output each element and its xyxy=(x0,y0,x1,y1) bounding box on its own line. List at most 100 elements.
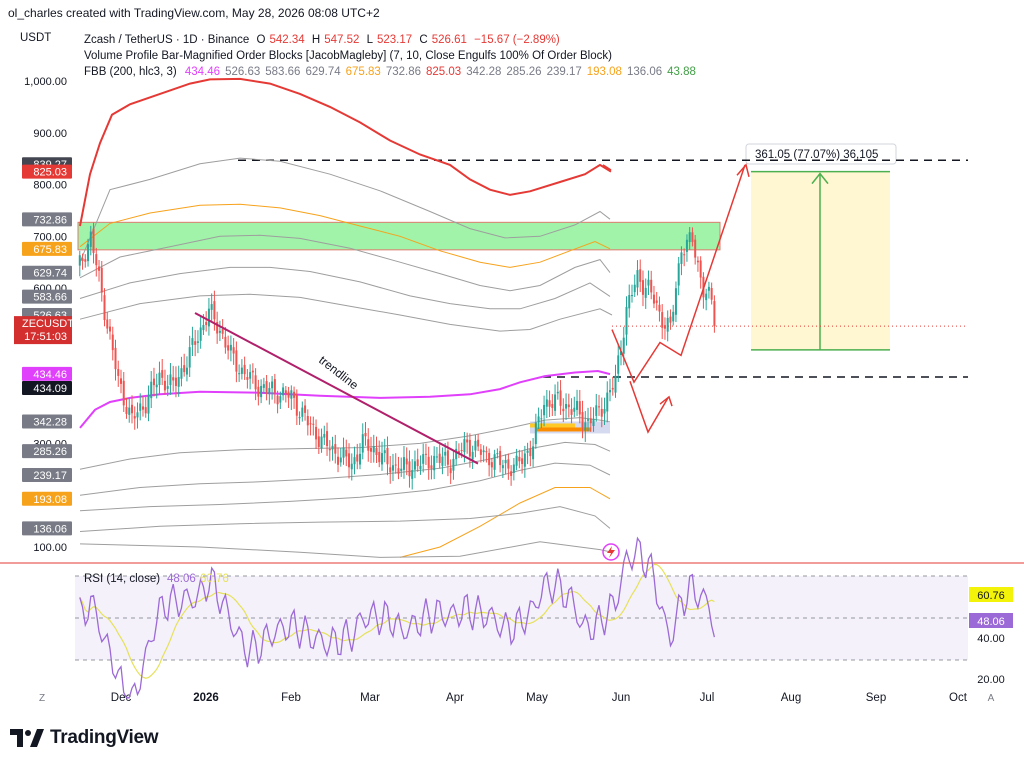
candle-body xyxy=(326,431,329,447)
candle-body xyxy=(397,468,400,474)
candle-body xyxy=(485,451,488,453)
candle-body xyxy=(196,341,199,343)
price-axis-label: 285.26 xyxy=(33,446,67,458)
candle-body xyxy=(356,454,359,462)
candle-body xyxy=(688,232,691,243)
projection-arrow-alt-head xyxy=(659,395,673,407)
candle-body xyxy=(155,384,158,388)
candle-body xyxy=(350,463,353,470)
candle-body xyxy=(413,461,416,470)
projection-arrow-head xyxy=(811,172,829,185)
currency-label: USDT xyxy=(20,32,52,44)
candle-body xyxy=(246,377,249,380)
candle-body xyxy=(641,280,644,295)
candle-body xyxy=(400,468,403,471)
candle-body xyxy=(710,288,713,300)
candle-body xyxy=(523,453,526,467)
candle-body xyxy=(348,453,351,468)
candle-body xyxy=(133,416,136,419)
candle-body xyxy=(460,450,463,452)
projection-path-up xyxy=(611,164,746,384)
candle-body xyxy=(309,423,312,425)
candle-body xyxy=(658,304,661,312)
y-tick-label: 100.00 xyxy=(33,542,67,554)
legend-indicator-fbb[interactable]: FBB (200, hlc3, 3) 434.46 526.63 583.66 629… xyxy=(84,66,696,78)
candle-body xyxy=(243,364,246,375)
legend-indicator-orderblocks[interactable]: Volume Profile Bar-Magnified Order Block… xyxy=(84,50,612,62)
fbb-value: 675.83 xyxy=(345,66,381,78)
change-value: −15.67 (−2.89%) xyxy=(474,34,560,46)
candle-body xyxy=(705,293,708,301)
candle-body xyxy=(317,436,320,447)
legend-symbol-row[interactable]: Zcash / TetherUS · 1D · Binance O 542.34 … xyxy=(84,34,560,46)
candle-body xyxy=(136,412,139,418)
candle-body xyxy=(174,377,177,386)
x-tick-label: Jul xyxy=(700,692,715,704)
candle-body xyxy=(180,368,183,379)
candle-body xyxy=(199,327,202,341)
symbol-tag-name: ZECUSDT xyxy=(22,318,74,330)
candle-body xyxy=(372,446,375,453)
price-axis-label: 136.06 xyxy=(33,523,67,535)
candle-body xyxy=(699,260,702,278)
candle-body xyxy=(235,350,238,372)
x-tick-label: Oct xyxy=(949,692,968,704)
candle-body xyxy=(554,394,557,411)
price-chart[interactable]: 1,000.00900.00800.00700.00600.00500.0030… xyxy=(0,10,1024,710)
candle-body xyxy=(229,344,232,351)
candle-body xyxy=(625,306,628,335)
candle-body xyxy=(298,417,301,419)
candle-body xyxy=(427,456,430,469)
candle-body xyxy=(232,347,235,354)
candle-body xyxy=(315,426,318,440)
candle-body xyxy=(339,457,342,463)
candle-body xyxy=(644,287,647,298)
tradingview-brand: TradingView xyxy=(50,727,159,748)
price-axis-label: 583.66 xyxy=(33,292,67,304)
candle-body xyxy=(240,367,243,374)
candle-body xyxy=(457,450,460,454)
fbb-value: 583.66 xyxy=(265,66,301,78)
candle-body xyxy=(567,404,570,408)
candle-body xyxy=(293,391,296,398)
price-axis-label: 193.08 xyxy=(33,494,67,506)
candle-body xyxy=(257,386,260,397)
candle-body xyxy=(284,390,287,395)
fbb-value: 732.86 xyxy=(385,66,422,78)
candle-body xyxy=(87,244,90,262)
candle-body xyxy=(100,267,103,293)
candle-body xyxy=(507,459,510,469)
candle-body xyxy=(463,439,466,453)
candle-body xyxy=(227,345,230,351)
candle-body xyxy=(438,453,441,464)
candle-body xyxy=(364,432,367,437)
candle-body xyxy=(114,347,117,370)
candle-body xyxy=(95,254,98,266)
x-tick-label: Mar xyxy=(360,692,380,704)
candle-body xyxy=(614,375,617,393)
rsi-value: 48.06 xyxy=(167,573,196,585)
fbb-value: 193.08 xyxy=(586,66,622,78)
fbb-upper-red xyxy=(79,77,612,227)
candle-body xyxy=(655,300,658,303)
price-axis-label: 732.86 xyxy=(33,214,67,226)
tradingview-footer: TradingView xyxy=(10,727,159,749)
candle-body xyxy=(581,412,584,428)
candle-body xyxy=(540,418,543,420)
candle-body xyxy=(694,239,697,258)
candle-body xyxy=(125,407,128,414)
x-tick-label: Sep xyxy=(866,692,886,704)
candle-body xyxy=(674,288,677,315)
rsi-axis-label: 20.00 xyxy=(977,674,1005,686)
fbb-value: 629.74 xyxy=(305,66,341,78)
rsi-axis-label: 40.00 xyxy=(977,633,1005,645)
fbb-value: 434.46 xyxy=(184,66,221,78)
price-axis-label: 434.46 xyxy=(33,369,67,381)
candle-body xyxy=(630,294,633,297)
candle-body xyxy=(556,391,559,394)
candle-body xyxy=(334,444,337,454)
candle-body xyxy=(337,456,340,465)
candle-body xyxy=(559,390,562,406)
price-axis-label-box xyxy=(22,491,72,506)
candle-body xyxy=(191,338,194,345)
